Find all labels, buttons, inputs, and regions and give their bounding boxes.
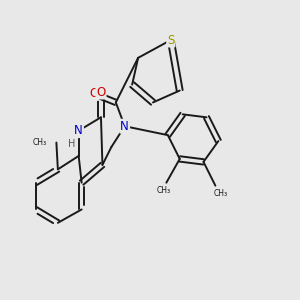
Text: S: S bbox=[167, 34, 175, 46]
Text: O: O bbox=[96, 85, 106, 98]
Text: CH₃: CH₃ bbox=[214, 189, 228, 198]
Text: CH₃: CH₃ bbox=[157, 186, 171, 195]
Text: N: N bbox=[120, 120, 129, 133]
Text: O: O bbox=[89, 87, 98, 100]
Text: CH₃: CH₃ bbox=[33, 138, 47, 147]
Text: H: H bbox=[68, 139, 75, 149]
Text: N: N bbox=[74, 124, 83, 137]
